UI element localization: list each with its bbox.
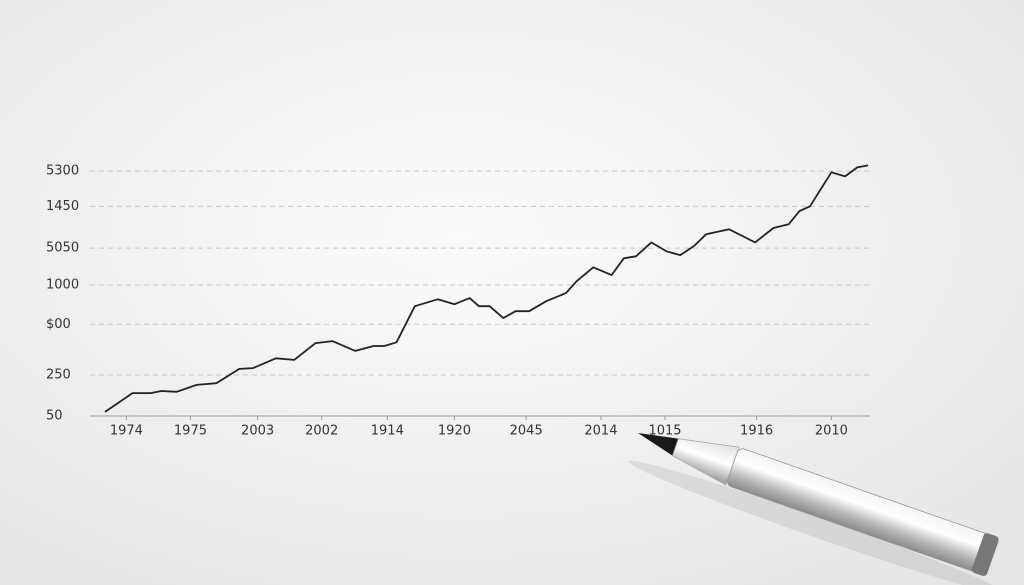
x-tick-label: 2003	[241, 424, 274, 439]
x-tick-label: 1914	[371, 424, 404, 439]
x-tick-label: 1015	[648, 424, 681, 439]
x-tick-label: 1974	[110, 424, 143, 439]
pen	[628, 433, 1006, 585]
y-tick-label: 5050	[46, 241, 79, 256]
x-tick-label: 1916	[740, 424, 773, 439]
y-tick-label: 1450	[46, 199, 79, 214]
y-tick-label: 1000	[46, 277, 79, 292]
y-tick-label: 5300	[46, 164, 79, 179]
x-tick-label: 2014	[584, 424, 617, 439]
line	[104, 164, 869, 413]
y-tick-label: 50	[46, 409, 63, 424]
x-tick-label: 2010	[815, 424, 848, 439]
x-tick-label: 2045	[510, 424, 543, 439]
y-tick-label: $00	[46, 317, 71, 332]
plot-area: 50 250 $00 1000 5050 1450 5300 1974 1975 2003 2002…	[46, 164, 870, 439]
x-tick-label: 1920	[438, 424, 471, 439]
x-tick-label: 1975	[174, 424, 207, 439]
x-tick-label: 2002	[305, 424, 338, 439]
y-tick-label: 250	[46, 368, 71, 383]
